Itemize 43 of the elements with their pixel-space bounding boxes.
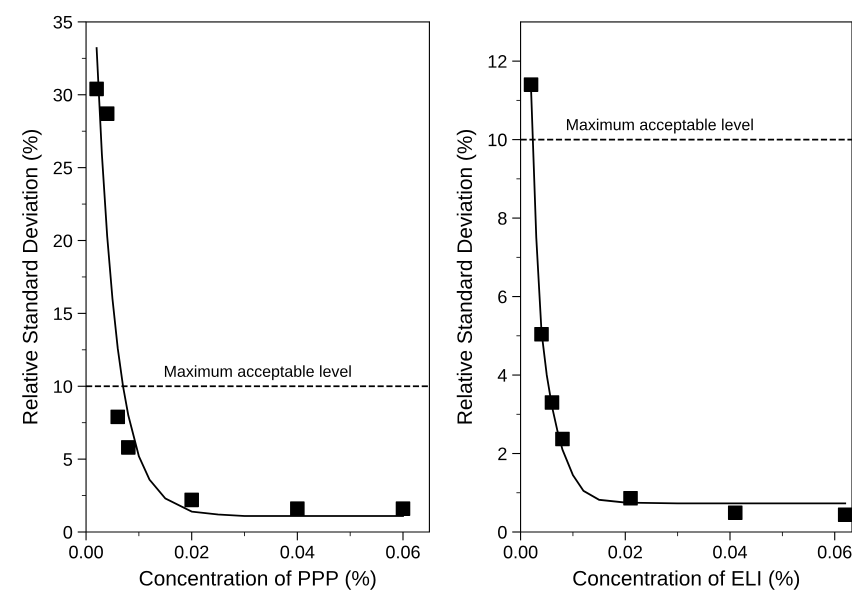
y-tick-label: 10 — [488, 134, 507, 146]
x-tick-label: 0.06 — [386, 546, 420, 558]
point — [623, 490, 638, 506]
point — [838, 507, 852, 522]
x-axis-title: Concentration of PPP (%) — [140, 570, 376, 590]
y-tick-label: 35 — [53, 16, 72, 29]
x-tick-label: 0.00 — [69, 546, 103, 558]
y-tick-label: 5 — [64, 453, 72, 466]
point — [100, 106, 114, 121]
y-tick-label: 10 — [54, 380, 72, 393]
point — [728, 505, 743, 520]
point — [184, 492, 199, 508]
x-tick-label: 0.02 — [174, 546, 208, 558]
y-tick-label: 12 — [488, 55, 506, 68]
y-tick-label: 30 — [53, 88, 72, 102]
point — [544, 395, 560, 410]
point — [290, 501, 305, 516]
point — [555, 432, 570, 446]
point — [121, 440, 136, 455]
ref-line-label: Maximum acceptable level — [164, 365, 351, 380]
x-tick-label: 0.04 — [280, 546, 314, 558]
y-tick-label: 2 — [498, 447, 506, 460]
point — [396, 501, 410, 516]
y-tick-label: 4 — [498, 369, 507, 382]
point — [89, 82, 104, 96]
x-tick-label: 0.02 — [608, 546, 642, 558]
y-tick-label: 20 — [54, 234, 72, 248]
x-tick-label: 0.00 — [504, 546, 538, 558]
y-axis-title: Relative Standard Deviation (%) — [22, 130, 42, 424]
y-tick-label: 25 — [54, 162, 72, 174]
x-axis-title: Concentration of ELI (%) — [573, 570, 800, 590]
y-axis-title: Relative Standard Deviation (%) — [456, 130, 476, 424]
y-tick-label: 15 — [54, 308, 72, 320]
point — [524, 77, 538, 92]
x-tick-label: 0.04 — [713, 546, 748, 558]
y-tick-label: 0 — [498, 526, 507, 539]
y-tick-label: 8 — [498, 212, 507, 225]
x-tick-label: 0.06 — [818, 546, 852, 558]
point — [110, 410, 126, 424]
ref-line-label: Maximum acceptable level — [566, 118, 753, 134]
y-tick-label: 0 — [64, 526, 72, 539]
point — [534, 326, 549, 342]
y-tick-label: 6 — [498, 290, 507, 304]
